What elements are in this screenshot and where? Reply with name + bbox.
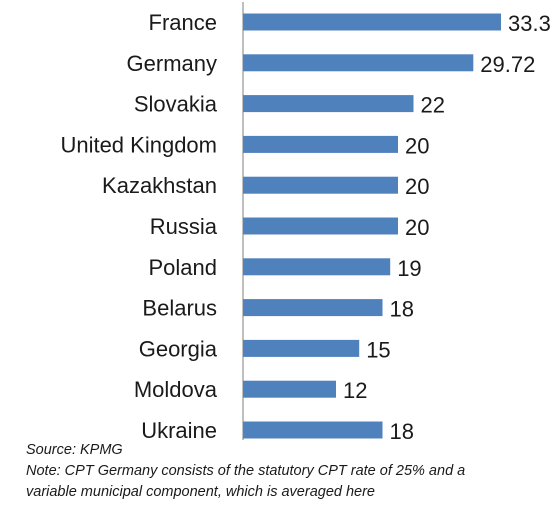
category-label: Belarus [142,296,217,321]
value-label: 20 [405,133,429,158]
value-label: 18 [390,297,414,322]
bar-united-kingdom [243,135,398,153]
value-label: 20 [405,215,429,240]
category-label: Georgia [139,336,218,361]
bar-poland [243,258,391,276]
category-label: Kazakhstan [102,173,217,198]
bar-chart: France 33.3 Germany 29.72 Slovakia 22 United K… [60,2,551,440]
category-label: Germany [127,51,217,76]
bar-france [243,13,501,31]
note-line-2: variable municipal component, which is a… [26,484,375,500]
value-label: 19 [397,256,421,281]
category-label: Poland [148,255,217,280]
source-text: Source: KPMG [26,442,123,458]
value-label: 15 [366,337,390,362]
bar-ukraine [243,421,383,439]
category-label: Ukraine [141,418,217,440]
bar-germany [243,54,474,72]
bars-group: France 33.3 Germany 29.72 Slovakia 22 United K… [60,10,550,440]
category-label: United Kingdom [60,132,217,157]
value-label: 18 [390,419,414,440]
category-label: France [149,10,217,35]
value-label: 29.72 [480,52,535,77]
bar-belarus [243,299,383,317]
bar-georgia [243,339,360,357]
value-label: 20 [405,174,429,199]
bar-kazakhstan [243,176,398,194]
value-label: 12 [343,378,367,403]
category-label: Russia [150,214,218,239]
bar-russia [243,217,398,235]
category-label: Slovakia [134,92,218,117]
bar-slovakia [243,95,414,113]
value-label: 22 [421,93,445,118]
bar-moldova [243,380,336,398]
category-label: Moldova [134,377,218,402]
note-line-1: Note: CPT Germany consists of the statut… [26,463,466,479]
chart-notes: Source: KPMG Note: CPT Germany consists … [26,440,546,503]
value-label: 33.3 [508,11,551,36]
